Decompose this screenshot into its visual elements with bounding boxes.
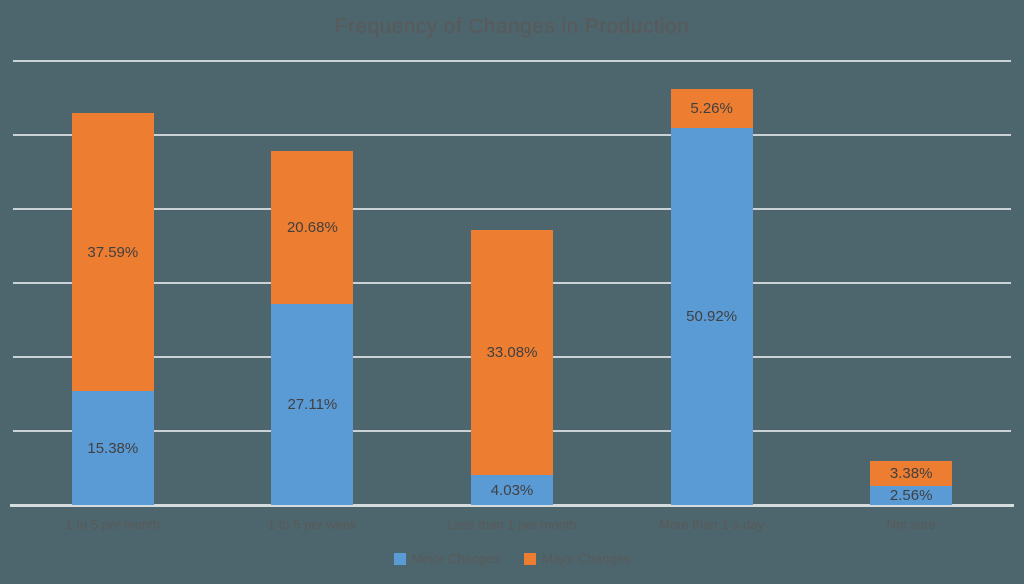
legend: Minor Changes Major Changes [0, 551, 1024, 566]
data-label: 2.56% [889, 487, 933, 505]
data-label: 37.59% [87, 243, 139, 261]
legend-item-minor-changes: Minor Changes [393, 551, 500, 566]
bar-segment-minor-changes-1-to-5-per-week: 27.11% [271, 304, 354, 505]
x-axis-label-more-than-1-a-day: More than 1 a day [659, 517, 764, 532]
data-label: 27.11% [287, 396, 338, 414]
data-label: 5.26% [690, 100, 733, 118]
legend-label: Major Changes [542, 551, 631, 566]
gridline-40 [13, 208, 1011, 210]
x-axis-label-less-than-1-per-month: Less than 1 per month [447, 517, 577, 532]
bar-segment-minor-changes-more-than-1-a-day: 50.92% [670, 128, 753, 505]
legend-label: Minor Changes [411, 551, 500, 566]
legend-swatch-minor-changes [393, 552, 406, 565]
data-label: 4.03% [490, 481, 534, 499]
gridline-50 [13, 134, 1011, 136]
x-axis-label-1-to-5-per-week: 1 to 5 per week [267, 517, 357, 532]
gridline-60 [13, 60, 1011, 62]
plot-area: 15.38% 37.59% 27.11% 20.68% 4.03% 33.08% 50.92… [10, 60, 1014, 507]
bar-segment-minor-changes-1-to-5-per-month: 15.38% [71, 391, 154, 505]
data-label: 33.08% [486, 344, 538, 362]
data-label: 15.38% [87, 439, 139, 457]
data-label: 20.68% [286, 219, 338, 237]
chart-title: Frequency of Changes in Production [334, 15, 690, 38]
bar-segment-major-changes-1-to-5-per-week: 20.68% [271, 151, 354, 305]
bar-segment-major-changes-1-to-5-per-month: 37.59% [71, 113, 154, 392]
bar-segment-major-changes-less-than-1-per-month: 33.08% [471, 230, 553, 476]
bar-segment-major-changes-more-than-1-a-day: 5.26% [670, 89, 753, 129]
x-axis-label-1-to-5-per-month: 1 to 5 per month [65, 517, 161, 532]
x-axis-label-not-sure: Not sure [886, 517, 936, 532]
legend-swatch-major-changes [524, 552, 536, 565]
data-label: 3.38% [889, 465, 933, 483]
data-label: 50.92% [686, 308, 738, 326]
x-axis-line [10, 504, 1014, 507]
legend-item-major-changes: Major Changes [524, 551, 630, 566]
bar-segment-minor-changes-less-than-1-per-month: 4.03% [471, 475, 553, 505]
bar-segment-major-changes-not-sure: 3.38% [870, 461, 953, 487]
bar-segment-minor-changes-not-sure: 2.56% [870, 486, 953, 505]
x-axis-labels: 1 to 5 per month 1 to 5 per week Less than… [13, 517, 1011, 532]
